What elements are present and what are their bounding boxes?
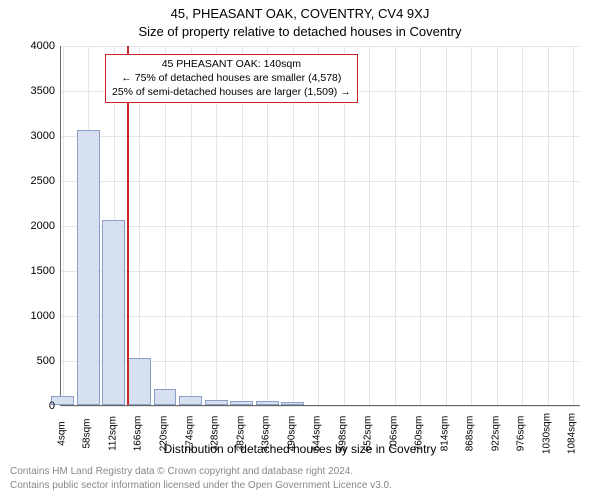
x-tick-label: 382sqm [235, 416, 246, 452]
x-tick-label: 544sqm [312, 416, 323, 452]
x-tick-label: 166sqm [133, 416, 144, 452]
gridline-v [63, 46, 64, 405]
gridline-v [497, 46, 498, 405]
footer-line2: Contains public sector information licen… [10, 480, 392, 491]
gridline-v [420, 46, 421, 405]
annotation-box: 45 PHEASANT OAK: 140sqm ← 75% of detache… [105, 54, 358, 103]
histogram-bar [102, 220, 125, 405]
x-tick-label: 1030sqm [541, 413, 552, 454]
histogram-bar [179, 396, 202, 405]
x-tick-label: 58sqm [82, 418, 93, 448]
y-tick-label: 500 [5, 355, 55, 367]
annotation-line1: 45 PHEASANT OAK: 140sqm [162, 58, 301, 70]
annotation-line3: 25% of semi-detached houses are larger (… [112, 86, 351, 98]
y-tick-label: 4000 [5, 40, 55, 52]
histogram-bar [128, 358, 151, 405]
x-tick-label: 760sqm [414, 416, 425, 452]
annotation-line2: ← 75% of detached houses are smaller (4,… [121, 72, 341, 84]
footer-line1: Contains HM Land Registry data © Crown c… [10, 466, 353, 477]
x-tick-label: 814sqm [439, 416, 450, 452]
chart-title-line2: Size of property relative to detached ho… [0, 24, 600, 39]
y-tick-label: 0 [5, 400, 55, 412]
gridline-v [369, 46, 370, 405]
histogram-bar [205, 400, 228, 405]
gridline-v [522, 46, 523, 405]
x-tick-label: 274sqm [184, 416, 195, 452]
chart-container: 45, PHEASANT OAK, COVENTRY, CV4 9XJ Size… [0, 0, 600, 500]
x-tick-label: 976sqm [516, 416, 527, 452]
gridline-v [446, 46, 447, 405]
gridline-v [548, 46, 549, 405]
chart-title-line1: 45, PHEASANT OAK, COVENTRY, CV4 9XJ [0, 6, 600, 21]
gridline-v [471, 46, 472, 405]
gridline-v [573, 46, 574, 405]
x-tick-label: 220sqm [159, 416, 170, 452]
gridline-v [395, 46, 396, 405]
x-tick-label: 4sqm [56, 421, 67, 445]
y-tick-label: 2000 [5, 220, 55, 232]
x-tick-label: 1084sqm [567, 413, 578, 454]
gridline-h [61, 406, 580, 407]
y-tick-label: 3000 [5, 130, 55, 142]
x-tick-label: 112sqm [107, 416, 118, 451]
histogram-bar [256, 401, 279, 405]
x-tick-label: 706sqm [388, 416, 399, 452]
x-tick-label: 436sqm [261, 416, 272, 452]
x-tick-label: 490sqm [286, 416, 297, 452]
x-tick-label: 868sqm [465, 416, 476, 452]
x-tick-label: 598sqm [337, 416, 348, 452]
y-tick-label: 3500 [5, 85, 55, 97]
histogram-bar [281, 402, 304, 405]
x-tick-label: 328sqm [210, 416, 221, 452]
histogram-bar [77, 130, 100, 405]
x-tick-label: 652sqm [363, 416, 374, 452]
histogram-bar [230, 401, 253, 405]
x-tick-label: 922sqm [490, 416, 501, 452]
y-tick-label: 1500 [5, 265, 55, 277]
histogram-bar [154, 389, 177, 405]
y-tick-label: 1000 [5, 310, 55, 322]
y-tick-label: 2500 [5, 175, 55, 187]
